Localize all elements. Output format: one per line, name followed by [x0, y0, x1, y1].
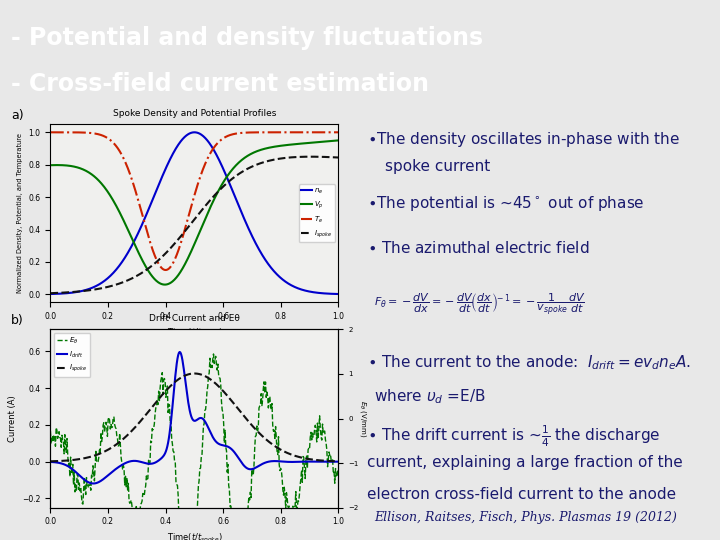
- Line: $n_e$: $n_e$: [50, 132, 338, 294]
- Text: b): b): [11, 314, 24, 327]
- $I_{spoke}$: [334, 154, 343, 161]
- $I_{drift}$: [256, 462, 264, 469]
- $I_{spoke}$: [81, 455, 89, 461]
- $E_\theta$: [256, 403, 264, 409]
- $I_{drift}$: [334, 458, 343, 465]
- $I_{spoke}$: [255, 430, 264, 436]
- Text: current, explaining a large fraction of the: current, explaining a large fraction of …: [367, 455, 683, 470]
- Y-axis label: Current (A): Current (A): [8, 395, 17, 442]
- $E_\theta$: [229, 519, 238, 525]
- Text: where $\upsilon_d$ =E/B: where $\upsilon_d$ =E/B: [374, 387, 486, 406]
- $I_{spoke}$: [120, 279, 129, 285]
- $n_e$: [97, 280, 106, 286]
- $T_e$: [334, 129, 343, 136]
- Text: a): a): [11, 109, 24, 122]
- $I_{spoke}$: [176, 233, 185, 240]
- $I_{spoke}$: [263, 158, 271, 165]
- $I_{spoke}$: [216, 186, 225, 193]
- $I_{spoke}$: [189, 370, 198, 377]
- Text: - Potential and density fluctuations: - Potential and density fluctuations: [11, 25, 483, 50]
- $I_{drift}$: [81, 477, 89, 483]
- Title: Drift Current and Eθ: Drift Current and Eθ: [149, 314, 240, 323]
- $n_e$: [46, 291, 55, 297]
- $T_e$: [120, 157, 129, 164]
- $I_{spoke}$: [160, 389, 168, 396]
- $I_{spoke}$: [228, 399, 237, 405]
- Text: spoke current: spoke current: [385, 159, 490, 174]
- $T_e$: [161, 267, 170, 273]
- Line: $T_e$: $T_e$: [50, 132, 338, 270]
- $n_e$: [264, 260, 272, 267]
- $n_e$: [176, 138, 185, 145]
- Text: - Cross-field current estimation: - Cross-field current estimation: [11, 72, 429, 96]
- $V_p$: [264, 145, 272, 151]
- $T_e$: [177, 239, 186, 245]
- $V_p$: [161, 281, 169, 288]
- Text: $\bullet$The density oscillates in-phase with the: $\bullet$The density oscillates in-phase…: [367, 130, 680, 148]
- Title: Spoke Density and Potential Profiles: Spoke Density and Potential Profiles: [113, 109, 276, 118]
- $I_{drift}$: [161, 450, 169, 456]
- $n_e$: [120, 255, 129, 261]
- $V_p$: [177, 267, 186, 274]
- Legend: $n_e$, $V_p$, $T_e$, $I_{spoke}$: $n_e$, $V_p$, $T_e$, $I_{spoke}$: [299, 184, 335, 242]
- Text: electron cross-field current to the anode: electron cross-field current to the anod…: [367, 487, 676, 502]
- Text: Ellison, Raitses, Fisch, Phys. Plasmas 19 (2012): Ellison, Raitses, Fisch, Phys. Plasmas 1…: [374, 511, 678, 524]
- $V_p$: [120, 219, 129, 226]
- $E_\theta$: [140, 492, 148, 499]
- $I_{drift}$: [175, 349, 184, 355]
- Text: $F_\theta = -\dfrac{dV}{dx} = -\dfrac{dV}{dt}\!\left(\dfrac{dx}{dt}\right)^{\!\!: $F_\theta = -\dfrac{dV}{dx} = -\dfrac{dV…: [374, 292, 586, 318]
- $T_e$: [97, 132, 106, 138]
- $n_e$: [334, 291, 343, 297]
- $I_{drift}$: [257, 461, 266, 468]
- $I_{drift}$: [46, 458, 55, 465]
- $V_p$: [97, 180, 106, 187]
- X-axis label: Time($t/t_{spoke}$): Time($t/t_{spoke}$): [166, 327, 222, 340]
- $E_\theta$: [210, 351, 218, 357]
- X-axis label: Time($t/t_{spoke}$): Time($t/t_{spoke}$): [166, 532, 222, 540]
- Line: $I_{spoke}$: $I_{spoke}$: [50, 157, 338, 293]
- $I_{drift}$: [140, 460, 149, 467]
- $I_{spoke}$: [306, 153, 315, 160]
- $I_{spoke}$: [46, 458, 55, 464]
- $E_\theta$: [160, 375, 168, 382]
- Text: $\bullet$ The drift current is ~$\frac{1}{4}$ the discharge: $\bullet$ The drift current is ~$\frac{1…: [367, 424, 661, 449]
- Legend: $E_\theta$, $I_{drift}$, $I_{spoke}$: $E_\theta$, $I_{drift}$, $I_{spoke}$: [54, 333, 90, 377]
- $n_e$: [190, 129, 199, 136]
- $I_{spoke}$: [140, 414, 148, 420]
- $V_p$: [46, 162, 55, 168]
- Line: $I_{spoke}$: $I_{spoke}$: [50, 374, 338, 461]
- $T_e$: [264, 129, 272, 136]
- Y-axis label: $E_\theta$ (V/mm): $E_\theta$ (V/mm): [359, 400, 368, 437]
- $I_{spoke}$: [238, 168, 247, 175]
- $I_{drift}$: [229, 447, 238, 454]
- $I_{spoke}$: [46, 290, 55, 296]
- $I_{spoke}$: [256, 431, 265, 437]
- $T_e$: [239, 130, 248, 136]
- $I_{drift}$: [89, 480, 98, 487]
- $V_p$: [334, 137, 343, 144]
- Text: $\bullet$ The current to the anode:  $I_{drift} = ev_d n_e A.$: $\bullet$ The current to the anode: $I_{…: [367, 354, 691, 373]
- $V_p$: [239, 156, 248, 162]
- Line: $I_{drift}$: $I_{drift}$: [50, 352, 338, 483]
- $I_{spoke}$: [97, 285, 106, 292]
- $n_e$: [216, 160, 225, 166]
- $T_e$: [46, 129, 55, 136]
- $E_\theta$: [81, 487, 89, 493]
- Line: $E_\theta$: $E_\theta$: [50, 354, 338, 540]
- $E_\theta$: [334, 472, 343, 479]
- $T_e$: [216, 137, 225, 144]
- $E_\theta$: [46, 428, 55, 434]
- Text: $\bullet$ The azimuthal electric field: $\bullet$ The azimuthal electric field: [367, 240, 590, 256]
- Line: $V_p$: $V_p$: [50, 140, 338, 285]
- Text: $\bullet$The potential is ~45$^\circ$ out of phase: $\bullet$The potential is ~45$^\circ$ ou…: [367, 194, 645, 213]
- $V_p$: [216, 184, 225, 190]
- $E_\theta$: [257, 390, 266, 397]
- Y-axis label: Normalized Density, Potential, and Temperature: Normalized Density, Potential, and Tempe…: [17, 133, 23, 293]
- $I_{spoke}$: [334, 458, 343, 464]
- $n_e$: [239, 213, 248, 220]
